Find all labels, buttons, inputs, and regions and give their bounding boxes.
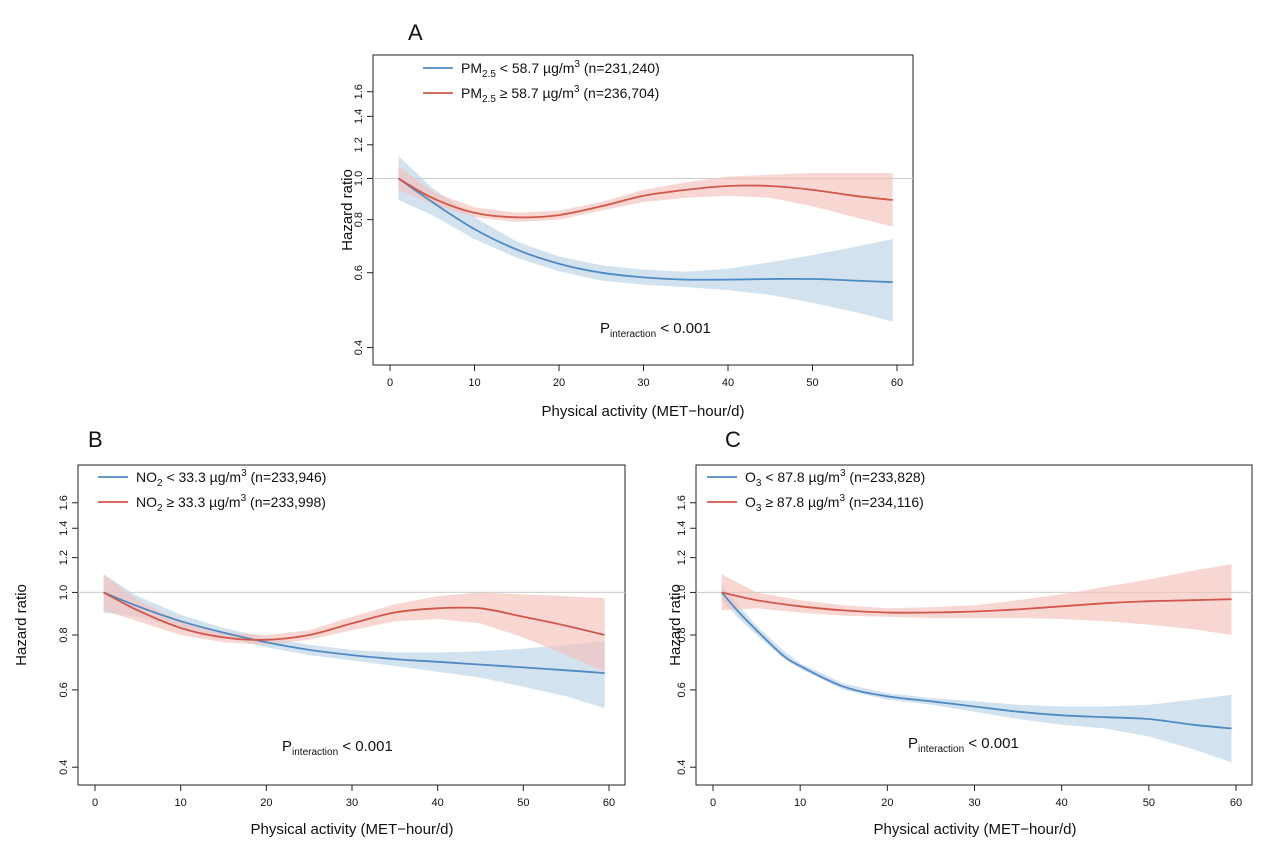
legend-label: PM2.5 < 58.7 µg/m3 (n=231,240) (461, 59, 660, 80)
y-tick-label: 1.6 (353, 84, 365, 99)
legend-label: NO2 ≥ 33.3 µg/m3 (n=233,998) (136, 493, 326, 514)
x-tick-label: 10 (468, 377, 480, 389)
legend: PM2.5 < 58.7 µg/m3 (n=231,240) PM2.5 ≥ 58… (423, 59, 660, 105)
ci-band-blue (103, 574, 605, 709)
p-interaction-annotation: Pinteraction < 0.001 (600, 320, 711, 340)
y-tick-label: 0.8 (676, 627, 688, 642)
x-axis-title: Physical activity (MET−hour/d) (874, 821, 1077, 838)
y-tick-label: 1.0 (58, 585, 70, 600)
series-line-red (721, 591, 1232, 614)
legend-label: O3 < 87.8 µg/m3 (n=233,828) (745, 468, 925, 489)
y-tick-label: 1.2 (676, 550, 688, 565)
x-tick-label: 10 (175, 797, 187, 809)
y-tick-label: 0.6 (676, 682, 688, 697)
y-axis-title: Hazard ratio (13, 584, 30, 666)
y-tick-label: 0.6 (58, 682, 70, 697)
y-tick-label: 0.4 (676, 760, 688, 775)
series-line-blue (397, 177, 893, 284)
x-tick-label: 40 (722, 377, 734, 389)
legend: NO2 < 33.3 µg/m3 (n=233,946) NO2 ≥ 33.3 µ… (98, 468, 326, 514)
x-tick-label: 30 (346, 797, 358, 809)
x-axis-title: Physical activity (MET−hour/d) (542, 403, 745, 420)
y-tick-label: 0.4 (58, 760, 70, 775)
series-line-blue (721, 591, 1232, 730)
x-tick-label: 20 (260, 797, 272, 809)
y-tick-label: 1.2 (353, 137, 365, 152)
panel-b: B 0.4 0.6 0.8 1.0 1.2 1.4 1.6 0 10 20 30 40 50 60 NO2 <… (13, 427, 626, 838)
y-tick-label: 1.6 (676, 495, 688, 510)
p-interaction-annotation: Pinteraction < 0.001 (908, 735, 1019, 755)
panel-a: A 0.4 0.6 0.8 1.0 1.2 1.4 1.6 0 10 20 30 40 50 60 PM2.5… (339, 20, 914, 420)
y-axis-title: Hazard ratio (339, 169, 356, 251)
y-tick-label: 1.6 (58, 495, 70, 510)
x-tick-label: 60 (603, 797, 615, 809)
legend: O3 < 87.8 µg/m3 (n=233,828) O3 ≥ 87.8 µg/… (707, 468, 925, 514)
p-interaction-annotation: Pinteraction < 0.001 (282, 738, 393, 758)
panel-letter: A (408, 20, 423, 45)
ci-band-blue (398, 155, 893, 322)
series-line-red (103, 591, 605, 641)
y-tick-label: 1.4 (353, 109, 365, 124)
x-tick-label: 30 (637, 377, 649, 389)
x-tick-label: 60 (891, 377, 903, 389)
x-tick-label: 0 (387, 377, 393, 389)
panel-c: C 0.4 0.6 0.8 1.0 1.2 1.4 1.6 0 10 20 30 40 50 60 O3 < … (667, 427, 1253, 838)
y-tick-label: 0.8 (58, 627, 70, 642)
y-tick-label: 0.4 (353, 340, 365, 355)
x-tick-label: 20 (553, 377, 565, 389)
x-tick-label: 0 (710, 797, 716, 809)
legend-label: O3 ≥ 87.8 µg/m3 (n=234,116) (745, 493, 924, 514)
legend-label: PM2.5 ≥ 58.7 µg/m3 (n=236,704) (461, 84, 659, 105)
y-axis-title: Hazard ratio (667, 584, 684, 666)
ci-band-red (398, 166, 893, 227)
y-tick-label: 0.6 (353, 265, 365, 280)
x-tick-label: 0 (92, 797, 98, 809)
x-axis-title: Physical activity (MET−hour/d) (251, 821, 454, 838)
y-tick-label: 1.4 (676, 521, 688, 536)
y-tick-label: 1.0 (353, 171, 365, 186)
x-tick-label: 50 (806, 377, 818, 389)
x-tick-label: 30 (968, 797, 980, 809)
y-tick-label: 1.2 (58, 550, 70, 565)
series-line-red (397, 177, 893, 219)
y-tick-label: 1.4 (58, 521, 70, 536)
panel-letter: B (88, 427, 103, 452)
x-tick-label: 60 (1230, 797, 1242, 809)
x-tick-label: 10 (794, 797, 806, 809)
ci-band-red (721, 564, 1232, 635)
x-tick-label: 20 (881, 797, 893, 809)
y-tick-label: 1.0 (676, 585, 688, 600)
x-tick-label: 50 (517, 797, 529, 809)
panel-letter: C (725, 427, 741, 452)
x-tick-label: 40 (432, 797, 444, 809)
ci-band-blue (721, 585, 1232, 763)
x-tick-label: 40 (1056, 797, 1068, 809)
x-tick-label: 50 (1143, 797, 1155, 809)
y-tick-label: 0.8 (353, 212, 365, 227)
legend-label: NO2 < 33.3 µg/m3 (n=233,946) (136, 468, 326, 489)
series-line-blue (103, 591, 605, 674)
